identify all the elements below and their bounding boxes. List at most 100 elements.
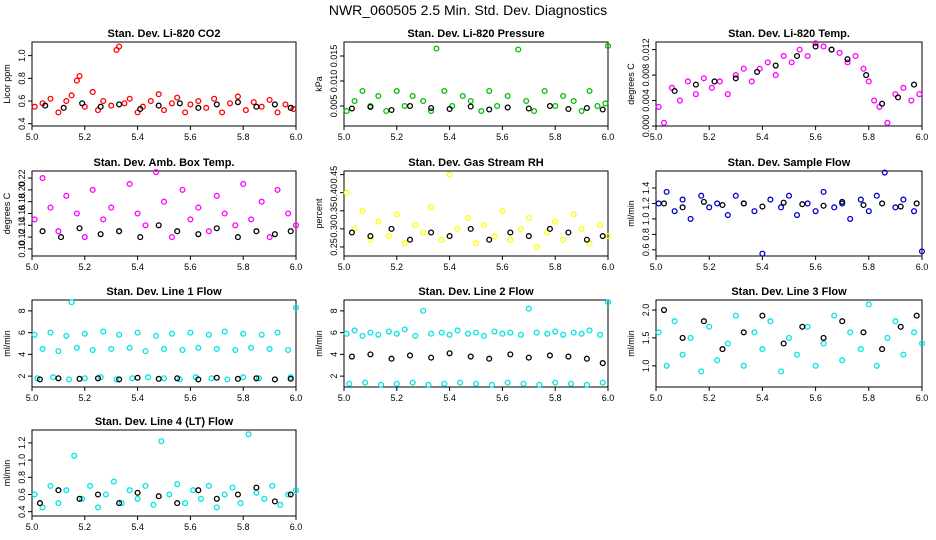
data-point bbox=[465, 214, 472, 222]
data-point bbox=[116, 376, 123, 383]
data-point bbox=[663, 362, 670, 369]
data-point bbox=[597, 331, 604, 338]
data-point bbox=[515, 46, 522, 53]
data-point bbox=[660, 200, 668, 207]
data-point bbox=[913, 200, 920, 207]
data-point bbox=[857, 196, 864, 203]
data-point bbox=[860, 329, 867, 336]
x-tick-label: 5.6 bbox=[809, 393, 822, 403]
data-point bbox=[879, 200, 886, 207]
data-point bbox=[831, 312, 838, 319]
data-point bbox=[285, 491, 292, 498]
data-point bbox=[89, 88, 96, 95]
plot-frame bbox=[343, 170, 609, 257]
data-point bbox=[719, 346, 726, 353]
y-tick-label: 1.0 bbox=[17, 454, 27, 467]
data-point bbox=[100, 328, 107, 335]
x-tick-label: 5.6 bbox=[809, 262, 822, 272]
data-point bbox=[137, 234, 144, 241]
data-point bbox=[359, 207, 366, 214]
data-point bbox=[785, 192, 793, 199]
panel-8: Stan. Dev. Line 2 Flow 5.0 5.2 5.4 5.6 5.8 6.0… bbox=[314, 286, 614, 403]
data-point bbox=[253, 103, 260, 110]
data-point bbox=[446, 233, 453, 240]
data-point bbox=[780, 52, 787, 60]
data-point bbox=[271, 101, 278, 108]
data-point bbox=[873, 362, 880, 369]
x-tick-label: 5.0 bbox=[26, 393, 39, 403]
data-point bbox=[604, 299, 612, 306]
data-point bbox=[274, 186, 281, 193]
data-point bbox=[525, 214, 532, 222]
data-point bbox=[583, 355, 590, 362]
data-point bbox=[428, 354, 435, 361]
data-point bbox=[759, 203, 766, 210]
x-tick-label: 5.4 bbox=[756, 393, 769, 403]
x-tick-label: 5.6 bbox=[809, 132, 822, 142]
data-point bbox=[751, 329, 758, 336]
x-tick-label: 6.0 bbox=[290, 393, 303, 403]
data-point bbox=[116, 101, 123, 108]
y-axis-label: percent bbox=[314, 198, 324, 229]
data-point bbox=[348, 105, 355, 112]
data-point bbox=[465, 330, 472, 337]
data-point bbox=[68, 299, 75, 306]
data-point bbox=[60, 104, 67, 111]
data-point bbox=[55, 487, 62, 494]
plot-frame bbox=[31, 429, 297, 517]
data-point bbox=[486, 87, 493, 95]
data-point bbox=[160, 198, 168, 205]
data-point bbox=[240, 330, 247, 337]
data-point bbox=[679, 351, 686, 358]
plot-frame bbox=[655, 299, 923, 388]
y-tick-label: 6 bbox=[329, 330, 339, 335]
x-tick-label: 6.0 bbox=[916, 393, 929, 403]
data-point bbox=[602, 100, 609, 107]
data-point bbox=[255, 375, 263, 382]
x-tick-label: 5.4 bbox=[131, 522, 144, 532]
data-point bbox=[158, 438, 165, 445]
data-point bbox=[248, 344, 255, 351]
x-tick-label: 5.6 bbox=[184, 262, 197, 272]
data-point bbox=[126, 95, 133, 102]
data-point bbox=[425, 381, 432, 388]
data-point bbox=[852, 52, 859, 60]
y-tick-label: 0.20 bbox=[17, 181, 27, 199]
data-point bbox=[292, 487, 300, 494]
y-tick-label: 1.2 bbox=[641, 197, 651, 210]
data-point bbox=[219, 109, 226, 116]
data-point bbox=[271, 231, 278, 238]
x-tick-label: 5.8 bbox=[863, 262, 876, 272]
y-tick-label: 0.8 bbox=[17, 471, 27, 484]
data-point bbox=[375, 218, 382, 225]
data-point bbox=[884, 334, 891, 341]
data-point bbox=[87, 482, 94, 489]
y-tick-label: 0.35 bbox=[329, 202, 339, 220]
data-point bbox=[486, 355, 493, 362]
data-point bbox=[401, 326, 408, 333]
x-tick-label: 5.6 bbox=[496, 393, 509, 403]
data-point bbox=[785, 334, 793, 341]
main-title: NWR_060505 2.5 Min. Std. Dev. Diagnostic… bbox=[329, 2, 607, 18]
data-point bbox=[504, 92, 511, 100]
data-point bbox=[671, 318, 678, 325]
data-point bbox=[594, 102, 601, 110]
data-point bbox=[812, 40, 819, 47]
data-point bbox=[375, 331, 382, 338]
data-point bbox=[234, 234, 241, 241]
x-tick-label: 5.4 bbox=[443, 393, 456, 403]
y-axis-label: ml/min bbox=[626, 330, 636, 357]
data-point bbox=[884, 119, 891, 126]
data-point bbox=[55, 375, 62, 382]
data-point bbox=[836, 49, 843, 56]
y-tick-label: 0.008 bbox=[641, 64, 651, 87]
data-point bbox=[116, 331, 123, 338]
data-point bbox=[73, 344, 80, 351]
data-point bbox=[121, 100, 128, 107]
data-point bbox=[525, 354, 532, 361]
data-point bbox=[488, 381, 495, 388]
data-point bbox=[47, 204, 54, 211]
data-point bbox=[565, 229, 572, 236]
data-point bbox=[751, 208, 758, 215]
